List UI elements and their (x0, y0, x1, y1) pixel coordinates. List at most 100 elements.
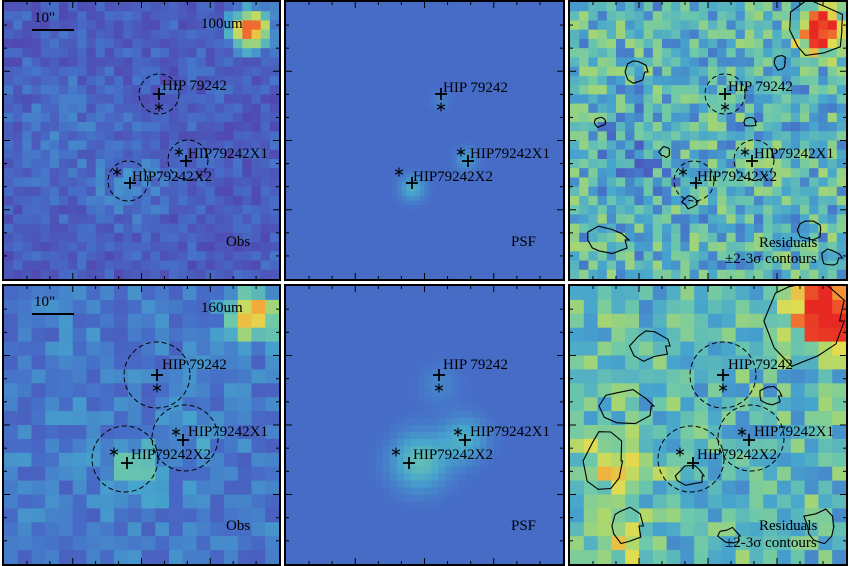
source-star-marker (675, 447, 685, 457)
aperture-circle (657, 425, 725, 493)
source-plus-marker (433, 369, 445, 381)
contours-label: ±2-3σ contours (725, 251, 817, 267)
source-star-marker (394, 167, 404, 177)
panel-res-100: HIP 79242 HIP79242X1 HIP79242X2 Residual… (568, 0, 848, 281)
source-label-hip: HIP 79242 (728, 79, 793, 95)
aperture-circle (138, 73, 180, 115)
panel-psf-160: HIP 79242 HIP79242X1 HIP79242X2 PSF (284, 284, 565, 566)
source-star-marker (109, 447, 119, 457)
axis-ticks (286, 2, 563, 279)
source-label-hip: HIP 79242 (162, 78, 227, 94)
aperture-circle (704, 73, 746, 115)
contours-label: ±2-3σ contours (725, 535, 817, 551)
source-plus-marker (121, 457, 133, 469)
res-160-map (570, 286, 846, 564)
aperture-circle (733, 139, 775, 181)
source-star-marker (391, 447, 401, 457)
aperture-circle (673, 160, 715, 202)
source-star-marker (174, 147, 184, 157)
source-plus-marker (153, 88, 165, 100)
source-plus-marker (151, 369, 163, 381)
aperture-circle (123, 341, 191, 409)
source-label-x2: HIP79242X2 (413, 169, 494, 185)
band-label: 100um (201, 16, 243, 32)
source-star-marker (456, 147, 466, 157)
source-plus-marker (459, 434, 471, 446)
obs-100-pixels (4, 2, 279, 279)
obs-label: Obs (226, 234, 251, 250)
source-star-marker (436, 102, 446, 112)
aperture-circle (151, 404, 219, 472)
source-plus-marker (719, 88, 731, 100)
source-star-marker (740, 147, 750, 157)
source-label-x1: HIP79242X1 (188, 146, 269, 162)
psf-100-map (286, 2, 563, 279)
axis-ticks (570, 2, 846, 279)
source-plus-marker (403, 457, 415, 469)
source-plus-marker (177, 434, 189, 446)
source-plus-marker (124, 177, 136, 189)
res-160-pixels (570, 286, 846, 564)
source-star-marker (154, 102, 164, 112)
obs-160-pixels (4, 286, 279, 564)
aperture-circle (167, 139, 209, 181)
source-label-x2: HIP79242X2 (697, 447, 778, 463)
panel-psf-100: HIP 79242 HIP79242X1 HIP79242X2 PSF (284, 0, 565, 281)
source-star-marker (453, 427, 463, 437)
res-100-pixels (570, 2, 846, 279)
obs-100-map (4, 2, 279, 279)
source-label-hip: HIP 79242 (728, 357, 793, 373)
psf-160-map (286, 286, 563, 564)
source-label-x2: HIP79242X2 (132, 169, 213, 185)
psf-label: PSF (511, 234, 537, 250)
obs-label: Obs (226, 518, 251, 534)
aperture-circle (689, 341, 757, 409)
source-star-marker (112, 167, 122, 177)
source-star-marker (718, 383, 728, 393)
residual-contours (587, 2, 844, 266)
source-plus-marker (746, 155, 758, 167)
axis-ticks (570, 286, 846, 564)
source-plus-marker (435, 88, 447, 100)
psf-160-pixels (286, 286, 563, 564)
source-star-marker (152, 383, 162, 393)
source-label-x2: HIP79242X2 (413, 447, 494, 463)
source-label-x1: HIP79242X1 (470, 424, 551, 440)
residuals-label: Residuals (759, 518, 818, 534)
source-label-x1: HIP79242X1 (188, 424, 269, 440)
source-star-marker (737, 427, 747, 437)
band-label: 160um (201, 300, 243, 316)
aperture-circle (107, 160, 149, 202)
aperture-circle (717, 404, 785, 472)
residuals-label: Residuals (759, 235, 818, 251)
axis-ticks (4, 286, 279, 564)
source-star-marker (678, 167, 688, 177)
source-plus-marker (462, 155, 474, 167)
axis-ticks (286, 286, 563, 564)
axis-ticks (4, 2, 279, 279)
source-label-x1: HIP79242X1 (754, 424, 835, 440)
source-label-x1: HIP79242X1 (754, 146, 835, 162)
source-plus-marker (743, 434, 755, 446)
source-label-hip: HIP 79242 (443, 357, 508, 373)
source-plus-marker (717, 369, 729, 381)
residual-contours (582, 286, 845, 545)
psf-label: PSF (511, 518, 537, 534)
scale-label: 10" (34, 10, 56, 26)
res-100-map (570, 2, 846, 279)
source-star-marker (434, 383, 444, 393)
source-label-x2: HIP79242X2 (697, 169, 778, 185)
source-label-x1: HIP79242X1 (470, 146, 551, 162)
panel-obs-160: 10" 160um HIP 79242 HIP79242X1 HIP79242X… (2, 284, 281, 566)
source-star-marker (171, 427, 181, 437)
scale-bar (32, 313, 74, 315)
panel-res-160: HIP 79242 HIP79242X1 HIP79242X2 Residual… (568, 284, 848, 566)
source-plus-marker (180, 155, 192, 167)
source-label-hip: HIP 79242 (162, 357, 227, 373)
source-star-marker (720, 102, 730, 112)
obs-160-map (4, 286, 279, 564)
source-plus-marker (690, 177, 702, 189)
source-plus-marker (406, 177, 418, 189)
scale-bar (32, 29, 74, 31)
source-plus-marker (687, 457, 699, 469)
